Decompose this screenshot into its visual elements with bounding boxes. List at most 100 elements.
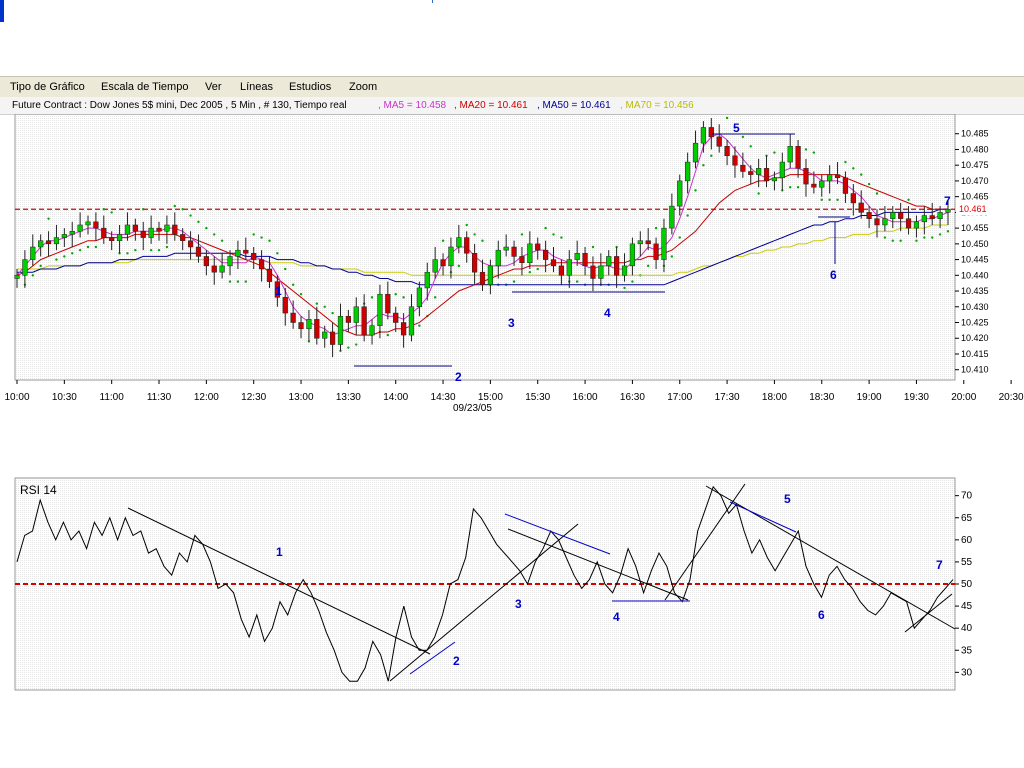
sar-dot [796, 186, 800, 189]
candle-body [187, 240, 194, 248]
x-tick-label: 11:30 [147, 392, 172, 403]
candle-body [464, 237, 470, 254]
sar-dot [205, 226, 208, 230]
rsi-chart[interactable]: RSI 14 30 35 40 45 50 55 60 65 70 1 2 3 4 5 6 7 [0, 474, 1024, 698]
candle-body [653, 243, 659, 260]
price-chart[interactable]: 10.410 10.415 10.420 10.425 10.430 10.435 10.4… [0, 114, 1024, 424]
sar-dot [670, 255, 674, 258]
rsi-trendlines [127, 483, 956, 682]
menu-item-studies[interactable]: Estudios [289, 81, 332, 93]
candle-body [834, 174, 841, 179]
sar-dot [252, 233, 255, 236]
candle-body [479, 271, 486, 286]
sar-dot [236, 280, 240, 283]
candle-body [771, 177, 778, 182]
sar-dot [55, 258, 58, 261]
candle-body [913, 221, 920, 229]
sar-dot [31, 274, 34, 277]
sar-dot [710, 154, 713, 157]
candle-body [724, 146, 730, 157]
candle-body [298, 322, 304, 330]
sar-dot [781, 189, 784, 192]
menu-item-time-scale[interactable]: Escala de Tiempo [101, 81, 189, 93]
candle-body [432, 259, 438, 273]
candle-body [251, 253, 257, 260]
sar-dot [646, 264, 650, 268]
candle-body [614, 256, 620, 276]
y-tick-label: 10.435 [961, 286, 989, 296]
sar-dot [165, 245, 169, 249]
rsi-tick-label: 60 [961, 535, 973, 546]
x-tick-label: 11:00 [100, 392, 125, 403]
sar-dot [773, 151, 776, 154]
candle-body [148, 227, 154, 238]
candle-body [116, 234, 123, 241]
sar-dot [386, 333, 390, 337]
candle-body [543, 249, 549, 260]
menu-item-lines[interactable]: Líneas [240, 81, 274, 93]
candle-body [874, 218, 880, 226]
rsi-annotation-1: 1 [276, 545, 283, 559]
sar-dot [457, 264, 461, 268]
x-tick-label: 20:00 [951, 392, 976, 403]
candle-body [803, 168, 809, 185]
candle-body [566, 259, 572, 276]
sar-dot [418, 324, 421, 327]
menu-item-view[interactable]: Ver [205, 81, 222, 93]
candle-body [748, 171, 754, 175]
sar-dot [71, 252, 74, 255]
sar-dot [860, 173, 863, 176]
rsi-annotation-4: 4 [613, 610, 620, 624]
sar-dot [789, 186, 792, 189]
sar-dot [575, 280, 579, 283]
sar-dot [631, 280, 634, 283]
candle-body [937, 212, 943, 219]
sar-dot [39, 264, 42, 268]
reference-label-bg [956, 202, 992, 216]
candle-body [353, 306, 359, 323]
x-tick-label: 13:00 [289, 392, 314, 403]
sar-dot [110, 211, 113, 214]
sar-dot [852, 167, 855, 170]
sar-dot [86, 245, 90, 249]
y-tick-label: 10.430 [961, 302, 989, 312]
trendline-3 [389, 523, 579, 682]
sar-dot [820, 198, 823, 202]
candle-body [30, 246, 36, 260]
sar-dot [875, 192, 879, 195]
candle-body [629, 243, 636, 267]
rsi-blue-lines [409, 501, 797, 675]
blue-line-5 [729, 501, 797, 533]
candle-body [945, 208, 951, 213]
candle-body [258, 259, 265, 270]
sar-dot [228, 280, 232, 283]
trendline-1 [127, 507, 431, 655]
candle-body [708, 127, 714, 138]
menu-item-zoom[interactable]: Zoom [349, 81, 378, 93]
candle-body [669, 205, 675, 229]
candle-body [716, 136, 722, 147]
candle-body [53, 237, 60, 245]
sar-dot [102, 208, 105, 211]
sar-dot [473, 233, 476, 236]
sar-dot [78, 248, 82, 252]
candle-body [448, 246, 454, 267]
sar-dot [544, 226, 547, 230]
sar-dot [307, 340, 311, 343]
y-tick-label: 10.475 [961, 160, 989, 170]
sar-dot [757, 192, 760, 195]
candle-body [795, 146, 801, 169]
sar-dot [512, 280, 516, 283]
x-tick-label: 20:30 [999, 392, 1024, 403]
sar-dot [536, 267, 539, 271]
candle-body [61, 234, 67, 238]
sar-dot [47, 217, 50, 220]
candle-body [266, 268, 273, 282]
sar-dot [883, 236, 887, 239]
menu-item-chart-type[interactable]: Tipo de Gráfico [10, 81, 85, 93]
y-tick-label: 10.470 [961, 176, 989, 186]
candle-body [227, 256, 233, 267]
candle-body [606, 256, 612, 267]
candle-body [329, 331, 336, 345]
candle-body [85, 221, 91, 226]
